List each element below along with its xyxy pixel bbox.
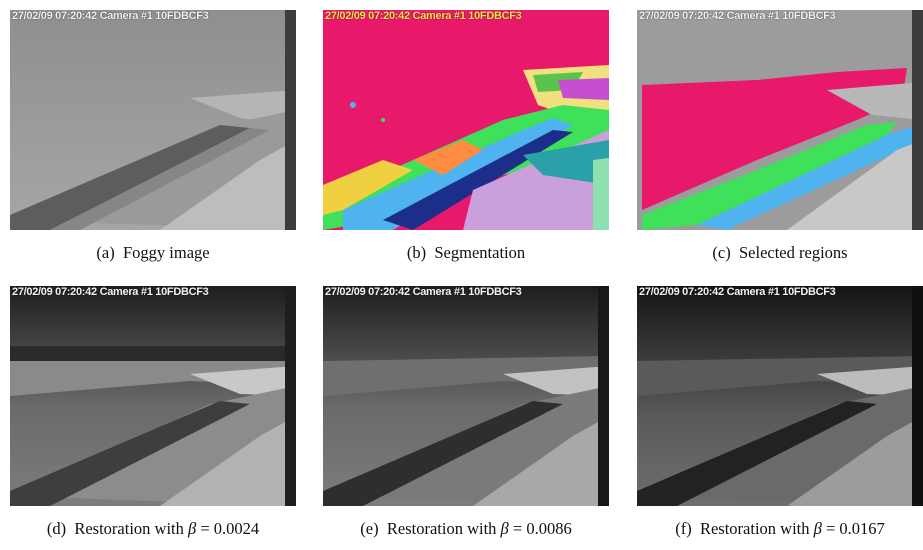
foggy-scene [10,10,296,230]
caption-b: (b) Segmentation [406,243,526,262]
timestamp-overlay: 27/02/09 07:20:42 Camera #1 10FDBCF3 [12,10,209,22]
timestamp-overlay: 27/02/09 07:20:42 Camera #1 10FDBCF3 [325,10,522,22]
restoration-scene-f [637,286,923,506]
restoration-image-f: 27/02/09 07:20:42 Camera #1 10FDBCF3 [637,286,923,506]
restoration-image-e: 27/02/09 07:20:42 Camera #1 10FDBCF3 [323,286,609,506]
restoration-scene-e [323,286,609,506]
selected-regions-image: 27/02/09 07:20:42 Camera #1 10FDBCF3 [637,10,923,230]
caption-d: (d) Restoration with β = 0.0024 [46,519,260,538]
caption-e: (e) Restoration with β = 0.0086 [360,519,572,538]
timestamp-overlay: 27/02/09 07:20:42 Camera #1 10FDBCF3 [639,286,836,298]
caption-a: (a) Foggy image [96,243,210,262]
foggy-image: 27/02/09 07:20:42 Camera #1 10FDBCF3 [10,10,296,230]
restoration-image-d: 27/02/09 07:20:42 Camera #1 10FDBCF3 [10,286,296,506]
caption-c: (c) Selected regions [712,243,848,262]
selected-regions-scene [637,10,923,230]
segmentation-image: 27/02/09 07:20:42 Camera #1 10FDBCF3 [323,10,609,230]
timestamp-overlay: 27/02/09 07:20:42 Camera #1 10FDBCF3 [12,286,209,298]
segmentation-map [323,10,609,230]
caption-f: (f) Restoration with β = 0.0167 [675,519,885,538]
restoration-scene-d [10,286,296,506]
timestamp-overlay: 27/02/09 07:20:42 Camera #1 10FDBCF3 [639,10,836,22]
timestamp-overlay: 27/02/09 07:20:42 Camera #1 10FDBCF3 [325,286,522,298]
